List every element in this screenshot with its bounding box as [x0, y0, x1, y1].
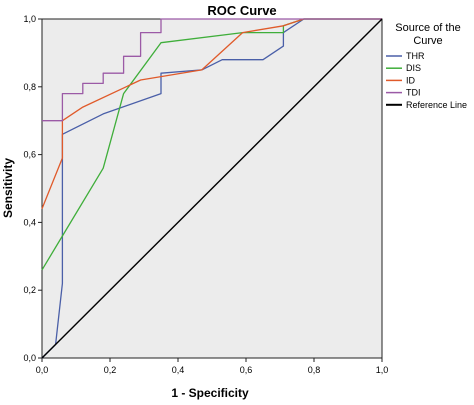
x-axis-ticks: 0,0 0,2 0,4 0,6 0,8 1,0: [36, 358, 389, 375]
x-tick-label: 0,8: [308, 365, 321, 375]
legend-label: THR: [406, 51, 425, 61]
legend-items: THR DIS ID TDI Reference Line: [386, 51, 467, 110]
y-tick-label: 1,0: [23, 14, 36, 24]
y-tick-label: 0,4: [23, 217, 36, 227]
x-tick-label: 0,4: [172, 365, 185, 375]
legend-title-line-2: Curve: [413, 35, 442, 47]
series-layer: [41, 18, 383, 359]
legend-label: TDI: [406, 88, 421, 98]
y-tick-label: 0,8: [23, 82, 36, 92]
legend-label: DIS: [406, 63, 421, 73]
chart-title: ROC Curve: [207, 3, 276, 18]
series-line-tdi: [42, 18, 382, 122]
x-tick-label: 0,2: [104, 365, 117, 375]
legend: Source of the Curve THR DIS ID TDI Reference…: [386, 22, 467, 110]
y-axis-ticks: 0,0 0,2 0,4 0,6 0,8 1,0: [23, 14, 42, 363]
legend-label: Reference Line: [406, 100, 467, 110]
series-line-id: [41, 18, 382, 210]
x-tick-label: 0,6: [240, 365, 253, 375]
y-tick-label: 0,0: [23, 353, 36, 363]
x-axis-label: 1 - Specificity: [171, 386, 249, 400]
y-axis-label: Sensitivity: [1, 158, 15, 218]
legend-label: ID: [406, 75, 416, 85]
y-tick-label: 0,6: [23, 150, 36, 160]
x-tick-label: 1,0: [376, 365, 389, 375]
x-tick-label: 0,0: [36, 365, 49, 375]
series-line-thr: [41, 18, 382, 359]
legend-title-line-1: Source of the: [395, 22, 460, 34]
series-line-reference-line: [41, 18, 383, 359]
y-tick-label: 0,2: [23, 285, 36, 295]
